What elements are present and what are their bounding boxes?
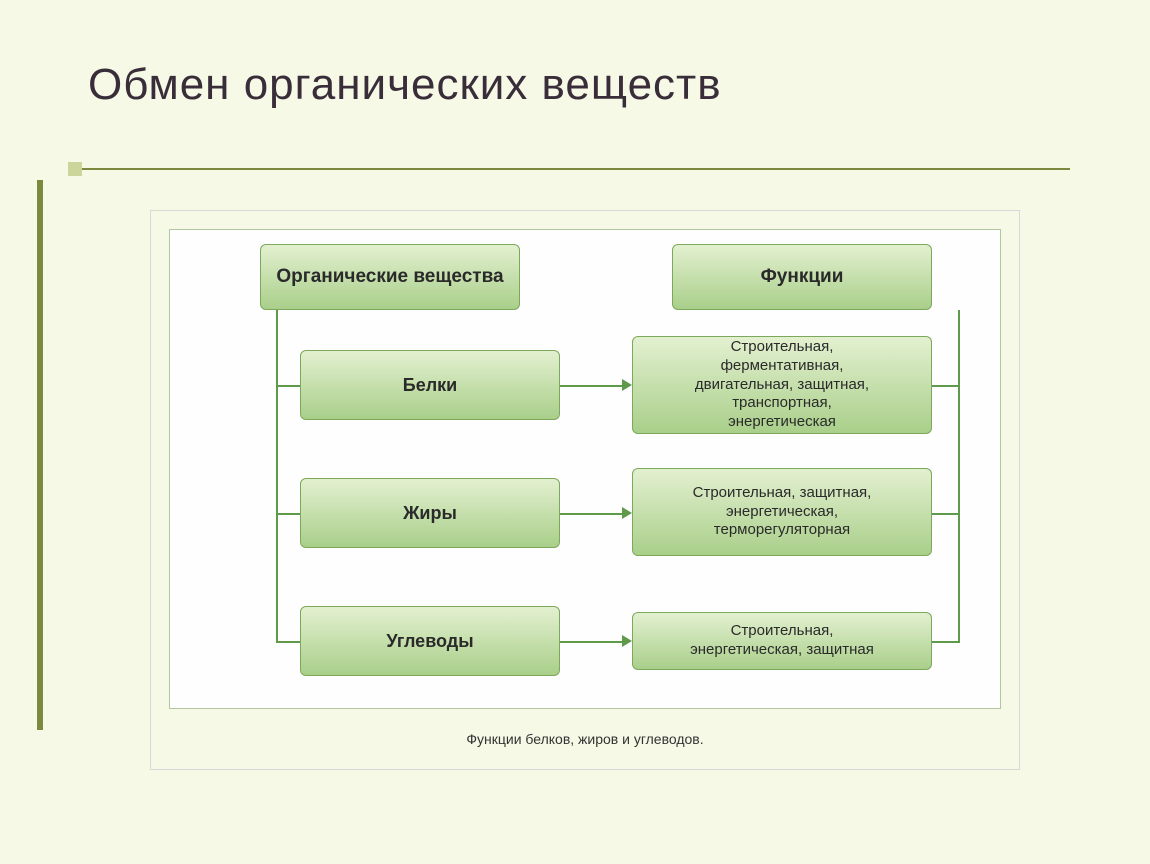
header-box-functions: Функции: [672, 244, 932, 310]
slide-title: Обмен органических веществ: [80, 60, 1070, 110]
diagram-container: Органические вещества Функции Белки Строите…: [150, 210, 1020, 770]
arrow-head-2: [622, 635, 632, 647]
category-box-0: Белки: [300, 350, 560, 420]
function-box-0: Строительная, ферментативная, двигательн…: [632, 336, 932, 434]
function-box-1: Строительная, защитная, энергетическая, …: [632, 468, 932, 556]
title-rule: [80, 168, 1070, 170]
arrow-head-0: [622, 379, 632, 391]
right-stub-1: [932, 513, 960, 515]
arrow-head-1: [622, 507, 632, 519]
right-stub-2: [932, 641, 960, 643]
title-square-accent: [68, 162, 82, 176]
left-stub-0: [276, 385, 300, 387]
diagram-caption: Функции белков, жиров и углеводов.: [169, 731, 1001, 747]
left-vertical-accent: [37, 180, 43, 730]
function-box-2: Строительная, энергетическая, защитная: [632, 612, 932, 670]
title-area: Обмен органических веществ: [80, 60, 1070, 170]
category-box-1: Жиры: [300, 478, 560, 548]
left-stub-1: [276, 513, 300, 515]
right-trunk: [958, 310, 960, 641]
category-box-2: Углеводы: [300, 606, 560, 676]
slide: Обмен органических веществ Органические …: [0, 0, 1150, 864]
arrow-line-2: [560, 641, 622, 643]
arrow-line-0: [560, 385, 622, 387]
arrow-line-1: [560, 513, 622, 515]
diagram-canvas: Органические вещества Функции Белки Строите…: [169, 229, 1001, 709]
right-stub-0: [932, 385, 960, 387]
left-stub-2: [276, 641, 300, 643]
left-trunk: [276, 310, 278, 641]
header-box-organic-substances: Органические вещества: [260, 244, 520, 310]
